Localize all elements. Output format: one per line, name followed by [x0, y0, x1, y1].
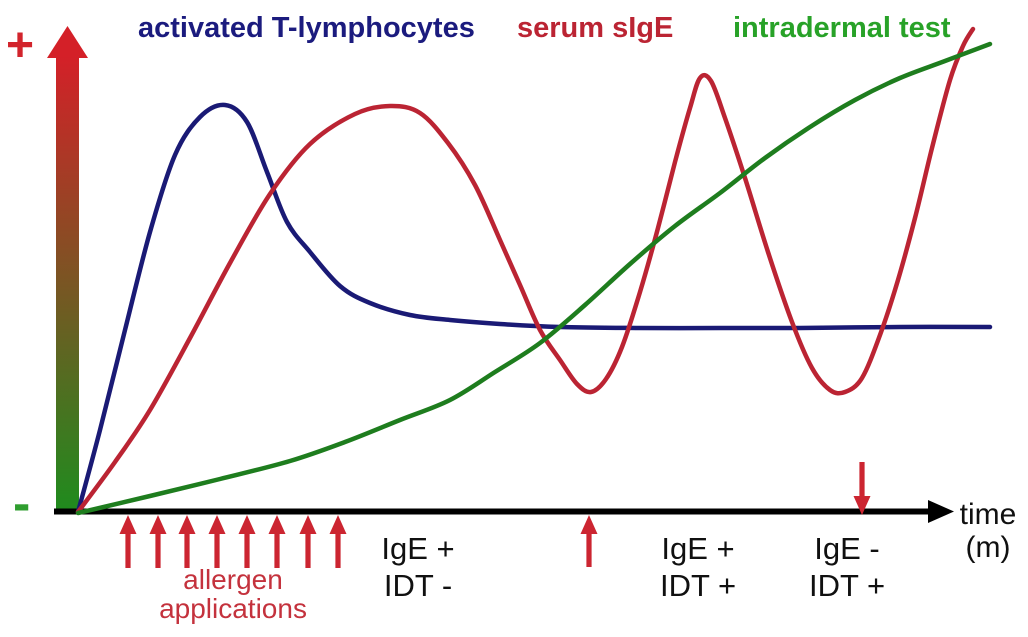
allergen-application-arrow-icon-5 — [238, 515, 256, 568]
allergen-label-line1: allergen — [183, 564, 283, 595]
curve-serum-sige — [75, 26, 976, 515]
allergen-applications-label: allergen applications — [113, 565, 353, 623]
last-application-down-arrow-icon — [853, 462, 871, 515]
phase2-line2: IDT + — [659, 568, 737, 603]
x-axis-time-label: time (m) — [950, 498, 1026, 564]
phase-label-ige-neg-idt-pos: IgE - IDT + — [777, 530, 917, 604]
phase1-line2: IDT - — [383, 568, 453, 603]
event-markers-group — [119, 462, 871, 568]
y-axis-gradient-bar — [56, 56, 79, 514]
allergen-application-arrow-icon-4 — [208, 515, 226, 568]
curve-activated-t-lymphocytes — [75, 102, 993, 515]
allergen-application-arrow-icon-3 — [178, 515, 196, 568]
booster-application-arrow-icon — [580, 515, 598, 567]
allergen-application-arrow-icon-2 — [149, 515, 167, 568]
allergen-application-arrow-icon-8 — [329, 515, 347, 568]
curves-group — [75, 26, 993, 516]
curve-intradermal-test — [75, 41, 993, 516]
legend-activated-t-lymphocytes: activated T-lymphocytes — [138, 12, 475, 44]
allergen-application-arrow-icon-6 — [268, 515, 286, 568]
phase3-line2: IDT + — [808, 568, 886, 603]
phase2-line1: IgE + — [661, 531, 735, 566]
y-axis-plus-label: + — [6, 19, 35, 72]
phase-label-ige-pos-idt-pos: IgE + IDT + — [628, 530, 768, 604]
allergen-label-line2: applications — [159, 593, 307, 624]
y-axis-minus-label: - — [13, 475, 31, 533]
legend-intradermal-test: intradermal test — [733, 12, 951, 44]
x-axis-arrowhead-icon — [928, 500, 954, 523]
phase-label-ige-pos-idt-neg: IgE + IDT - — [348, 530, 488, 604]
allergen-application-arrow-icon-7 — [299, 515, 317, 568]
phase3-line1: IgE - — [814, 531, 880, 566]
time-label-text: time — [959, 498, 1017, 531]
allergen-application-arrow-icon-1 — [119, 515, 137, 568]
legend-serum-sige: serum sIgE — [517, 12, 674, 44]
y-axis-arrowhead-icon — [47, 26, 88, 58]
phase1-line1: IgE + — [381, 531, 455, 566]
time-unit-text: (m) — [965, 531, 1011, 564]
